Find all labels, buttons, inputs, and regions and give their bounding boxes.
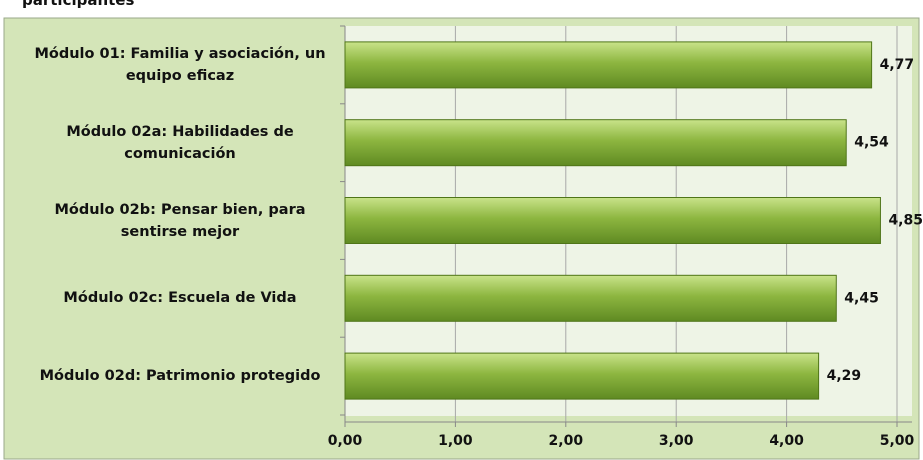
y-tick-label: Módulo 02c: Escuela de Vida: [63, 290, 297, 307]
y-tick-label: Módulo 01: Familia y asociación, un equi…: [34, 45, 326, 84]
bar: [344, 197, 881, 244]
chart-title: participantes: [22, 0, 135, 9]
bar: [344, 352, 820, 400]
bar: [344, 119, 847, 167]
value-label: 4,29: [827, 368, 862, 384]
x-tick-label: 1,00: [438, 433, 473, 449]
x-tick-label: 5,00: [880, 433, 915, 449]
value-label: 4,54: [854, 135, 889, 151]
bar: [344, 41, 873, 89]
bar: [344, 274, 837, 322]
value-label: 4,45: [844, 290, 879, 306]
y-tick-label: Módulo 02b: Pensar bien, para sentirse m…: [54, 201, 306, 240]
x-tick-label: 0,00: [328, 433, 363, 449]
y-tick-label: Módulo 02d: Patrimonio protegido: [39, 368, 321, 385]
x-tick-label: 2,00: [549, 433, 584, 449]
value-label: 4,85: [888, 213, 923, 229]
y-tick-label: Módulo 02a: Habilidades de comunicación: [66, 123, 294, 162]
x-tick-label: 3,00: [659, 433, 694, 449]
value-label: 4,77: [880, 57, 915, 73]
x-tick-label: 4,00: [769, 433, 804, 449]
